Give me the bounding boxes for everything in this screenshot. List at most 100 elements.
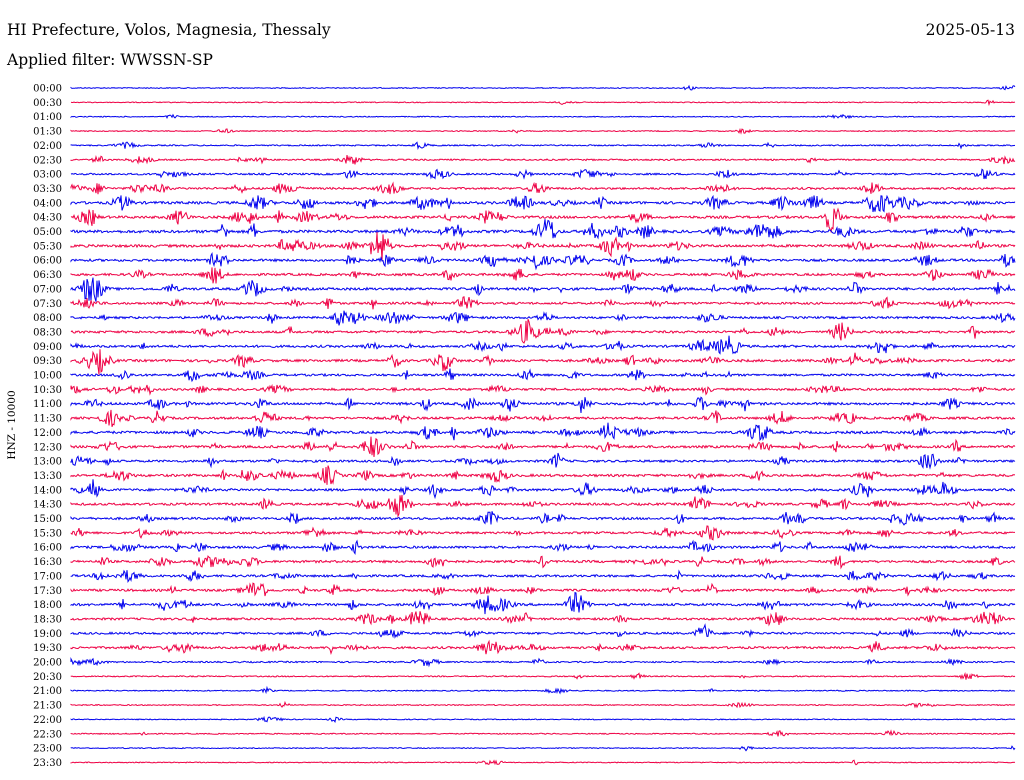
- trace-1700: [70, 569, 1016, 584]
- trace-0400: [70, 194, 1016, 213]
- trace-2130: [70, 700, 1016, 709]
- row-label-0300: 03:00: [33, 170, 62, 181]
- trace-0700: [70, 277, 1016, 302]
- trace-0800: [70, 310, 1016, 326]
- trace-1030: [70, 383, 1016, 396]
- chart-title: HI Prefecture, Volos, Magnesia, Thessaly: [7, 21, 331, 39]
- chart-date: 2025-05-13: [925, 21, 1015, 39]
- row-label-0400: 04:00: [33, 198, 62, 209]
- trace-0600: [70, 251, 1016, 271]
- row-label-0330: 03:30: [33, 184, 62, 195]
- row-label-0200: 02:00: [33, 141, 62, 152]
- row-label-1300: 13:00: [33, 457, 62, 468]
- row-label-0730: 07:30: [33, 299, 62, 310]
- row-label-0130: 01:30: [33, 127, 62, 138]
- trace-0200: [70, 141, 1016, 151]
- row-label-0530: 05:30: [33, 241, 62, 252]
- trace-1830: [70, 611, 1016, 627]
- row-label-1930: 19:30: [33, 643, 62, 654]
- trace-1000: [70, 368, 1016, 383]
- trace-2000: [70, 656, 1016, 668]
- trace-0300: [70, 168, 1016, 180]
- row-label-1830: 18:30: [33, 614, 62, 625]
- row-label-0830: 08:30: [33, 327, 62, 338]
- row-label-2100: 21:00: [33, 686, 62, 697]
- row-label-1200: 12:00: [33, 428, 62, 439]
- row-label-2000: 20:00: [33, 658, 62, 669]
- trace-2030: [70, 671, 1016, 680]
- row-label-1430: 14:30: [33, 500, 62, 511]
- row-label-1600: 16:00: [33, 543, 62, 554]
- row-label-0700: 07:00: [33, 284, 62, 295]
- trace-1630: [70, 555, 1016, 570]
- trace-0530: [70, 232, 1016, 262]
- trace-0330: [70, 181, 1016, 195]
- trace-0500: [70, 219, 1016, 240]
- filter-label: Applied filter: WWSSN-SP: [7, 51, 213, 69]
- trace-0100: [70, 113, 1016, 120]
- trace-1330: [70, 465, 1016, 485]
- row-label-0630: 06:30: [33, 270, 62, 281]
- row-label-1630: 16:30: [33, 557, 62, 568]
- row-label-1800: 18:00: [33, 600, 62, 611]
- row-label-1900: 19:00: [33, 629, 62, 640]
- row-label-0100: 01:00: [33, 112, 62, 123]
- row-label-2300: 23:00: [33, 744, 62, 755]
- row-label-1330: 13:30: [33, 471, 62, 482]
- trace-0930: [70, 349, 1016, 375]
- trace-1100: [70, 396, 1016, 414]
- row-label-2200: 22:00: [33, 715, 62, 726]
- trace-lines: [70, 84, 1016, 766]
- row-label-1530: 15:30: [33, 528, 62, 539]
- trace-1230: [70, 436, 1016, 458]
- trace-1900: [70, 623, 1016, 639]
- row-label-0000: 00:00: [33, 84, 62, 95]
- row-label-0030: 00:30: [33, 98, 62, 109]
- trace-0430: [70, 207, 1016, 234]
- row-label-0600: 06:00: [33, 256, 62, 267]
- trace-1430: [70, 494, 1016, 518]
- trace-1600: [70, 539, 1016, 556]
- row-label-1030: 10:30: [33, 385, 62, 396]
- row-label-0230: 02:30: [33, 155, 62, 166]
- trace-1930: [70, 639, 1016, 655]
- trace-2230: [70, 729, 1016, 737]
- trace-2100: [70, 685, 1016, 695]
- row-label-0500: 05:00: [33, 227, 62, 238]
- row-label-1230: 12:30: [33, 442, 62, 453]
- row-label-0430: 04:30: [33, 213, 62, 224]
- row-label-1500: 15:00: [33, 514, 62, 525]
- trace-2300: [70, 745, 1016, 752]
- row-label-0900: 09:00: [33, 342, 62, 353]
- trace-1530: [70, 525, 1015, 541]
- row-label-2230: 22:30: [33, 729, 62, 740]
- row-label-0930: 09:30: [33, 356, 62, 367]
- trace-0000: [70, 84, 1016, 91]
- row-label-2130: 21:30: [33, 701, 62, 712]
- row-label-1700: 17:00: [33, 571, 62, 582]
- trace-1200: [70, 422, 1016, 442]
- row-label-1000: 10:00: [33, 371, 62, 382]
- trace-0230: [70, 155, 1016, 165]
- trace-0730: [70, 296, 1016, 310]
- trace-1400: [70, 479, 1016, 500]
- row-label-2330: 23:30: [33, 758, 62, 769]
- trace-1730: [70, 582, 1016, 597]
- trace-2200: [70, 715, 1016, 724]
- trace-0830: [70, 319, 1015, 344]
- trace-0900: [70, 335, 1016, 355]
- row-label-1400: 14:00: [33, 485, 62, 496]
- trace-0130: [70, 127, 1016, 135]
- trace-1500: [70, 511, 1015, 526]
- row-labels: 00:00 00:30 01:00 01:30 02:00 02:30 03:00 03:30…: [33, 84, 62, 769]
- trace-0630: [70, 267, 1016, 284]
- row-label-0800: 08:00: [33, 313, 62, 324]
- trace-2330: [70, 759, 1016, 766]
- trace-1800: [70, 591, 1016, 615]
- row-label-1730: 17:30: [33, 586, 62, 597]
- trace-1300: [70, 452, 1016, 470]
- row-label-1130: 11:30: [33, 414, 62, 425]
- trace-0030: [70, 99, 1016, 107]
- row-label-2030: 20:30: [33, 672, 62, 683]
